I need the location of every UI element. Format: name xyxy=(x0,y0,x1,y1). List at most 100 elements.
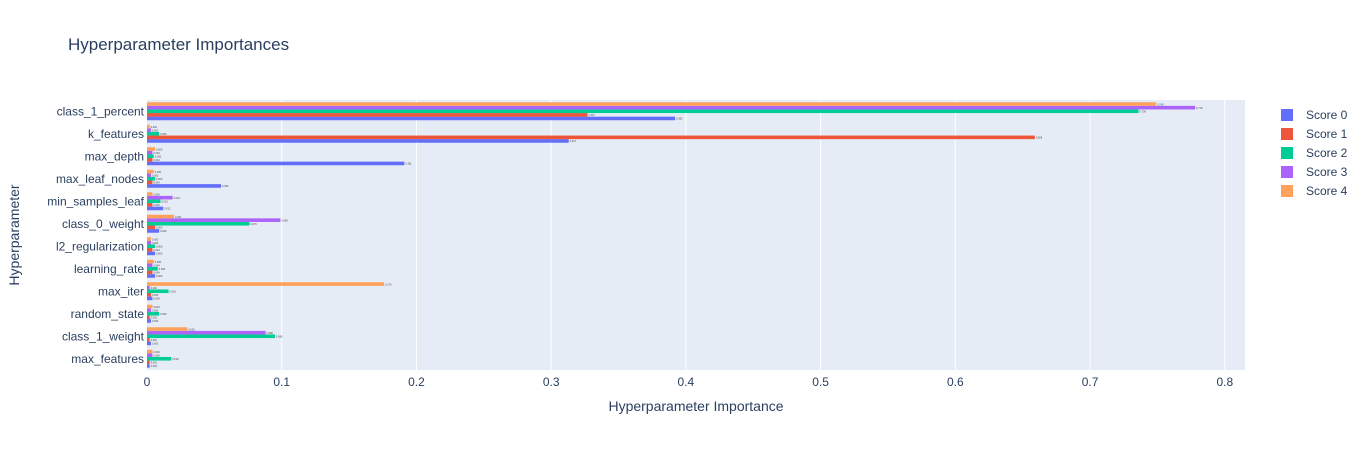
bar-value-label: 0.003 xyxy=(152,242,159,245)
bar-value-label: 0.099 xyxy=(281,219,288,222)
bar-score-1-class-0-weight[interactable] xyxy=(147,225,156,230)
bar-score-3-max-leaf-nodes[interactable] xyxy=(147,173,152,177)
bar-value-label: 0.006 xyxy=(156,178,163,181)
bar-score-2-class-0-weight[interactable] xyxy=(147,221,250,226)
bar-score-1-max-iter[interactable] xyxy=(147,293,152,297)
bar-value-label: 0.003 xyxy=(152,294,159,297)
bar-score-0-max-depth[interactable] xyxy=(147,161,405,166)
bar-value-label: 0.012 xyxy=(164,208,171,211)
bar-score-0-min-samples-leaf[interactable] xyxy=(147,206,164,211)
bar-score-2-max-depth[interactable] xyxy=(147,154,154,159)
bar-score-4-min-samples-leaf[interactable] xyxy=(147,192,153,196)
bar-value-label: 0.004 xyxy=(153,298,160,301)
bar-score-3-l2-regularization[interactable] xyxy=(147,240,152,245)
bar-score-1-l2-regularization[interactable] xyxy=(147,248,153,252)
x-tick-label: 0.1 xyxy=(273,375,290,389)
bar-value-label: 0.095 xyxy=(276,336,283,339)
legend-swatch[interactable] xyxy=(1281,166,1293,178)
bar-score-1-max-leaf-nodes[interactable] xyxy=(147,180,153,185)
bar-value-label: 0.004 xyxy=(153,152,160,155)
bar-score-4-k-features[interactable] xyxy=(147,124,150,129)
x-tick-label: 0.7 xyxy=(1082,375,1099,389)
bar-score-0-learning-rate[interactable] xyxy=(147,274,156,278)
x-axis-ticks: 0 0.1 0.2 0.3 0.4 0.5 0.6 0.7 0.8 xyxy=(144,375,1234,389)
legend-label[interactable]: Score 0 xyxy=(1306,108,1348,122)
legend-label[interactable]: Score 2 xyxy=(1306,146,1348,160)
y-axis-title: Hyperparameter xyxy=(6,184,22,285)
bar-score-0-random-state[interactable] xyxy=(147,319,152,323)
x-tick-label: 0.5 xyxy=(812,375,829,389)
chart-title: Hyperparameter Importances xyxy=(68,35,289,54)
bar-score-4-max-features[interactable] xyxy=(147,349,153,354)
bar-score-3-max-iter[interactable] xyxy=(147,285,150,290)
bar-score-0-max-iter[interactable] xyxy=(147,296,153,301)
bar-score-0-class-1-weight[interactable] xyxy=(147,341,152,346)
bar-score-1-k-features[interactable] xyxy=(147,135,1035,140)
legend-swatch[interactable] xyxy=(1281,109,1293,121)
y-axis-ticks: max_features class_1_weight random_state ma… xyxy=(47,104,144,366)
bar-score-4-class-1-weight[interactable] xyxy=(147,327,188,331)
bar-score-3-max-depth[interactable] xyxy=(147,150,153,155)
bar-score-1-max-depth[interactable] xyxy=(147,158,153,162)
bar-score-2-class-1-weight[interactable] xyxy=(147,334,275,339)
bar-value-label: 0.006 xyxy=(156,253,163,256)
x-tick-label: 0.6 xyxy=(947,375,964,389)
bar-score-3-class-1-percent[interactable] xyxy=(147,105,1196,110)
bar-score-3-k-features[interactable] xyxy=(147,128,152,132)
bar-score-4-learning-rate[interactable] xyxy=(147,259,154,264)
legend-label[interactable]: Score 1 xyxy=(1306,127,1348,141)
y-tick-label: class_1_percent xyxy=(57,104,145,118)
bar-score-2-max-leaf-nodes[interactable] xyxy=(147,176,156,181)
bar-score-1-learning-rate[interactable] xyxy=(147,270,153,275)
bar-score-0-class-0-weight[interactable] xyxy=(147,229,160,233)
legend-swatch[interactable] xyxy=(1281,185,1293,197)
bar-value-label: 0.004 xyxy=(153,354,160,357)
bar-score-1-max-features[interactable] xyxy=(147,360,150,365)
bar-score-0-class-1-percent[interactable] xyxy=(147,116,676,121)
bar-score-3-min-samples-leaf[interactable] xyxy=(147,195,173,200)
bar-score-4-class-1-percent[interactable] xyxy=(147,102,1157,106)
legend-label[interactable]: Score 4 xyxy=(1306,184,1348,198)
bar-score-2-k-features[interactable] xyxy=(147,131,160,136)
bar-score-3-class-0-weight[interactable] xyxy=(147,218,281,222)
bar-value-label: 0.392 xyxy=(676,118,683,121)
bar-value-label: 0.003 xyxy=(152,343,159,346)
bar-score-1-class-1-weight[interactable] xyxy=(147,338,150,342)
bar-score-2-random-state[interactable] xyxy=(147,311,160,316)
bar-score-2-l2-regularization[interactable] xyxy=(147,244,156,249)
bar-value-label: 0.076 xyxy=(250,223,257,226)
bar-score-4-class-0-weight[interactable] xyxy=(147,214,174,219)
bar-value-label: 0.019 xyxy=(174,197,181,200)
bar-score-0-k-features[interactable] xyxy=(147,139,569,143)
legend-label[interactable]: Score 3 xyxy=(1306,165,1348,179)
bar-score-2-class-1-percent[interactable] xyxy=(147,109,1139,114)
bar-score-2-max-features[interactable] xyxy=(147,356,172,361)
bar-value-label: 0.004 xyxy=(153,182,160,185)
bar-score-4-max-depth[interactable] xyxy=(147,147,156,151)
bar-score-0-max-leaf-nodes[interactable] xyxy=(147,184,222,188)
bar-value-label: 0.004 xyxy=(153,272,160,275)
bar-value-label: 0.736 xyxy=(1140,111,1147,114)
bar-score-2-max-iter[interactable] xyxy=(147,289,169,294)
bar-score-1-min-samples-leaf[interactable] xyxy=(147,203,153,207)
bar-score-3-random-state[interactable] xyxy=(147,308,152,312)
bar-value-label: 0.055 xyxy=(222,185,229,188)
bar-score-4-l2-regularization[interactable] xyxy=(147,237,152,241)
bar-score-3-learning-rate[interactable] xyxy=(147,263,153,267)
bar-score-2-learning-rate[interactable] xyxy=(147,266,158,271)
bar-score-0-max-features[interactable] xyxy=(147,364,150,368)
bar-score-3-max-features[interactable] xyxy=(147,353,153,357)
bar-score-2-min-samples-leaf[interactable] xyxy=(147,199,161,204)
bar-score-4-random-state[interactable] xyxy=(147,304,153,309)
bar-score-4-max-leaf-nodes[interactable] xyxy=(147,169,154,174)
bar-value-label: 0.003 xyxy=(152,174,159,177)
bar-score-0-l2-regularization[interactable] xyxy=(147,251,156,256)
legend-swatch[interactable] xyxy=(1281,128,1293,140)
bar-value-label: 0.005 xyxy=(155,156,162,159)
bar-score-4-max-iter[interactable] xyxy=(147,282,385,286)
legend-swatch[interactable] xyxy=(1281,147,1293,159)
bar-score-1-class-1-percent[interactable] xyxy=(147,113,588,117)
bar-score-3-class-1-weight[interactable] xyxy=(147,330,266,335)
bar-score-1-random-state[interactable] xyxy=(147,315,150,320)
y-tick-label: random_state xyxy=(71,307,145,321)
